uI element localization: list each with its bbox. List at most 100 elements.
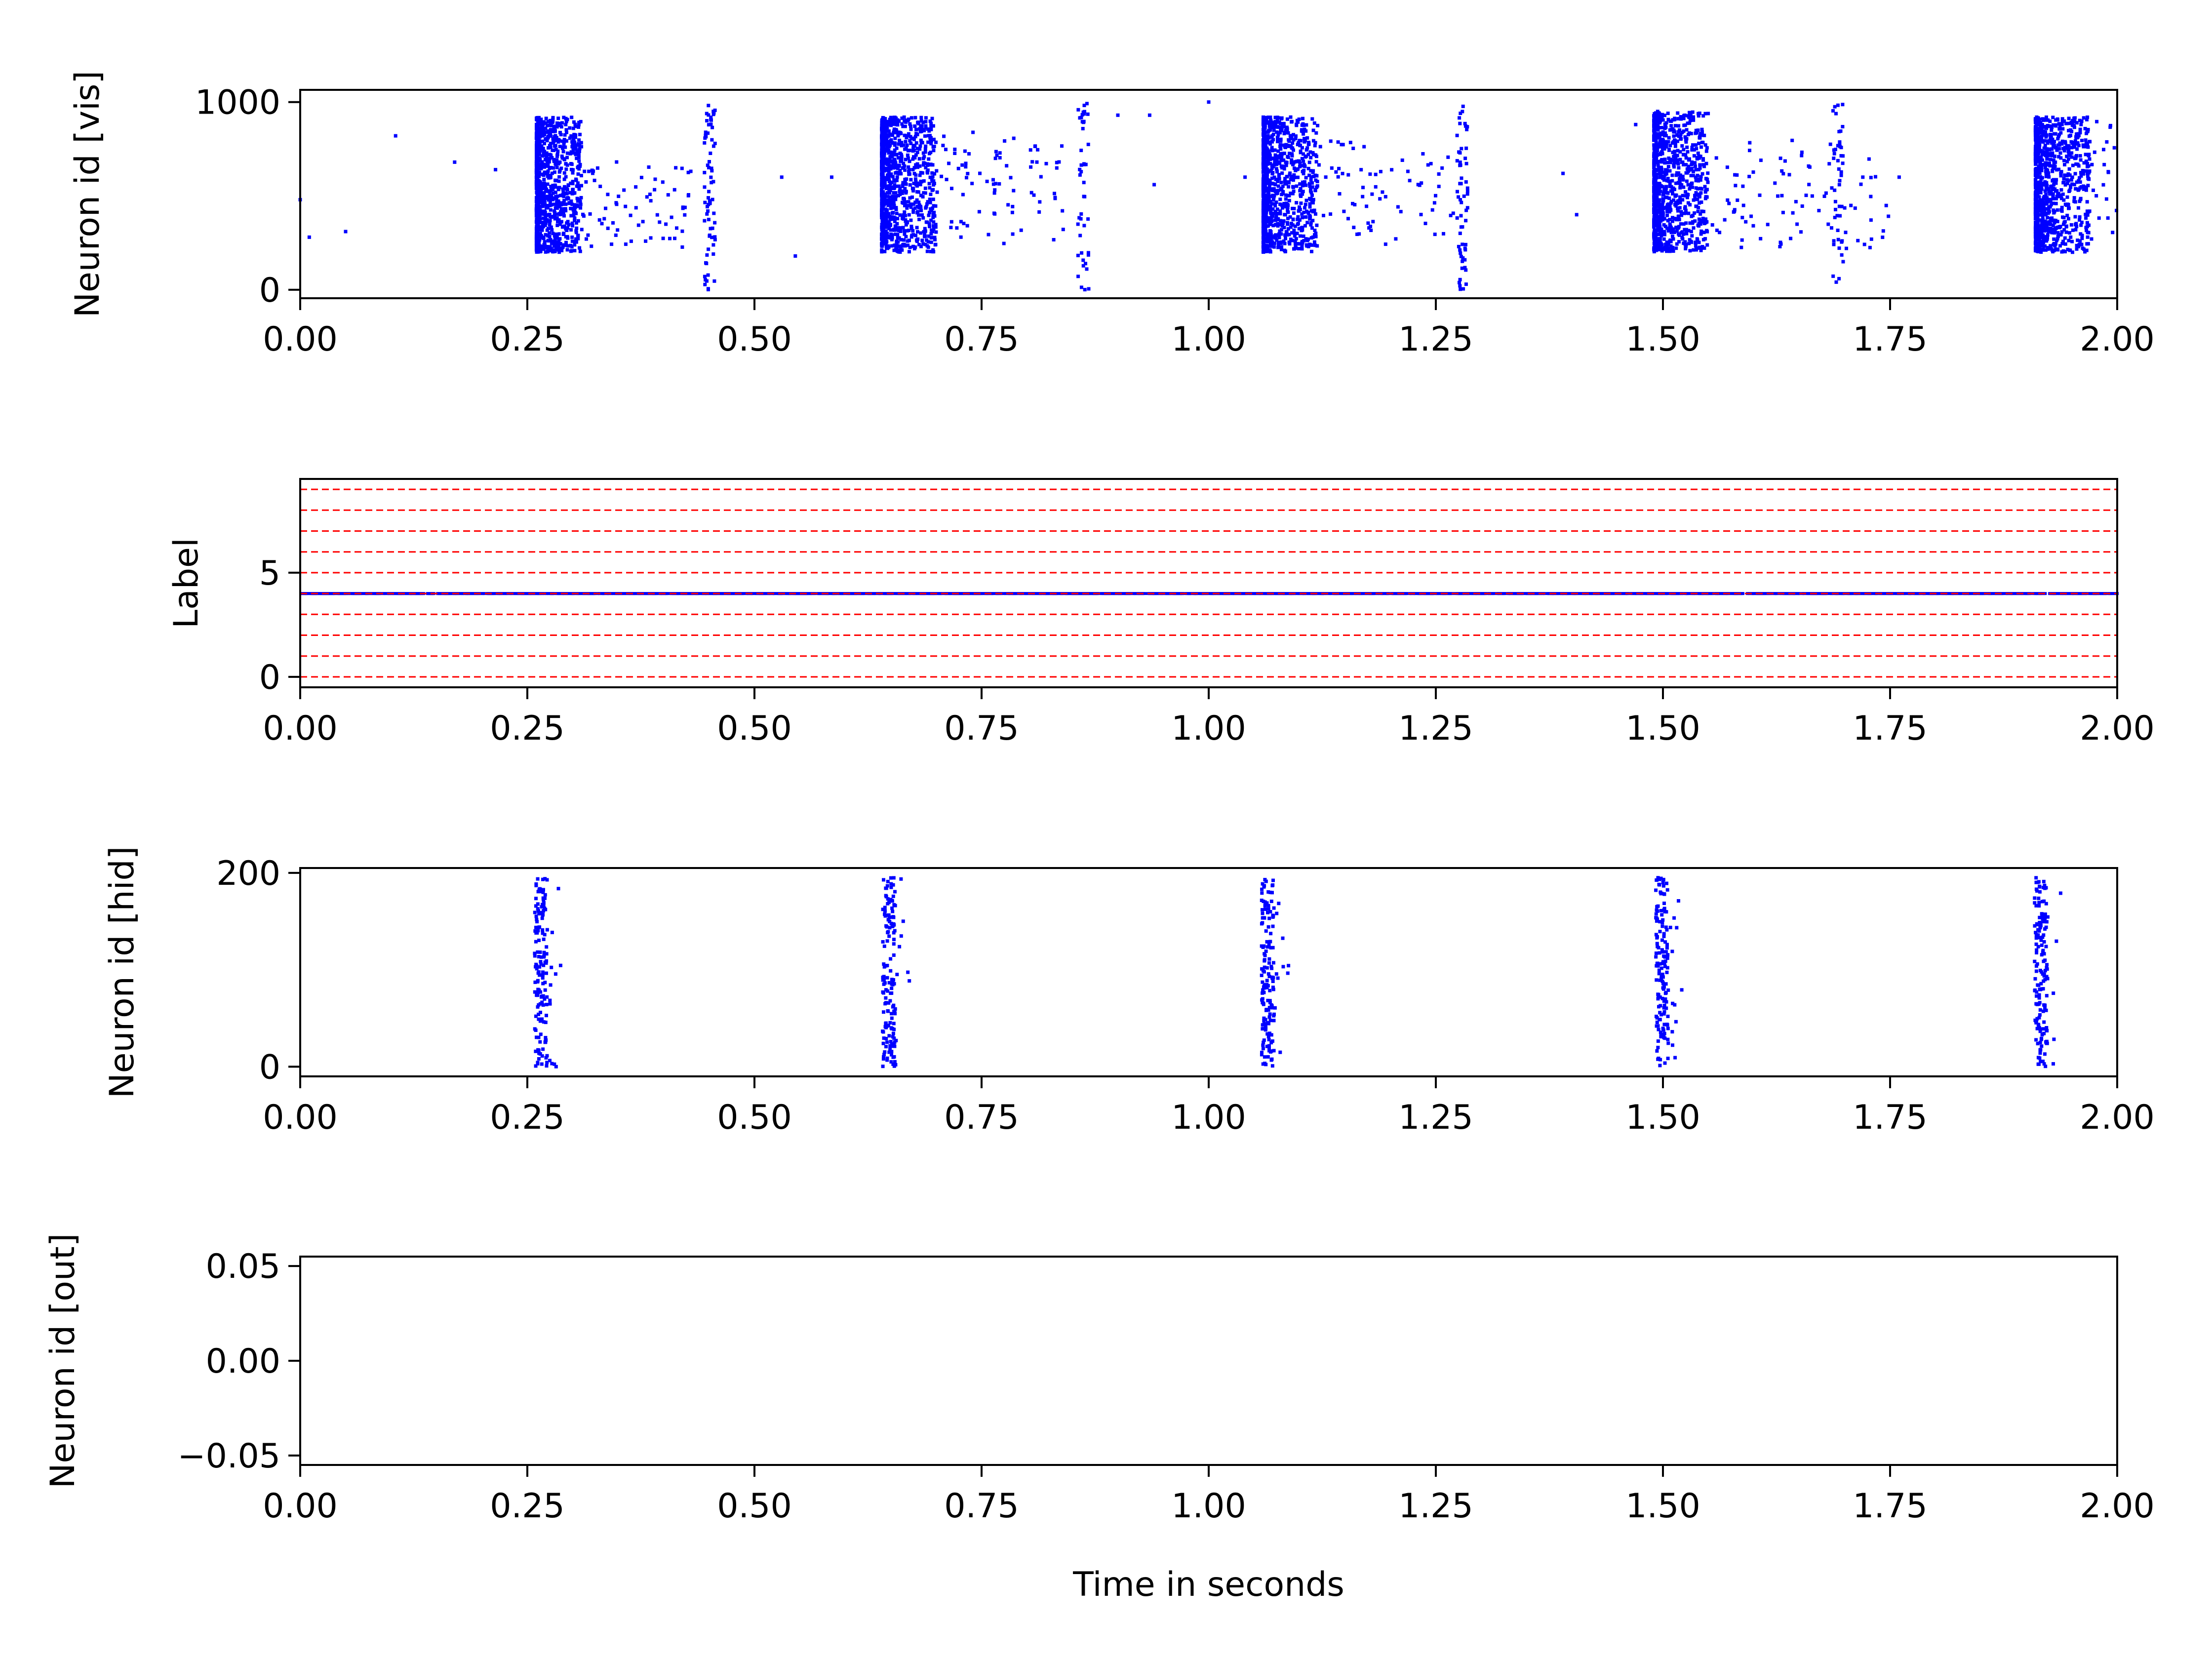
spike-point [2034,221,2037,225]
spike-point [2052,183,2056,187]
spike-point [535,134,539,138]
spike-point [1310,117,1314,121]
spike-point [566,197,570,200]
spike-point [1264,130,1268,134]
spike-point [914,128,918,132]
spike-point [892,191,896,195]
spike-point [2066,150,2070,154]
spike-point [1370,192,1374,196]
spike-point [1654,219,1658,223]
spike-point [2085,242,2089,246]
spike-point [1262,175,1265,179]
spike-point [929,218,933,222]
spike-point [923,147,927,151]
spike-point [1673,144,1677,148]
spike-point [2042,238,2045,242]
spike-point [1696,151,1700,155]
spike-point [1675,242,1679,246]
spike-point [895,166,898,170]
spike-point [1655,196,1659,199]
spike-point [1324,175,1328,179]
spike-point [919,138,923,142]
spike-point [535,125,538,129]
spike-point [567,201,571,205]
spike-point [564,192,568,196]
spike-point [2052,158,2055,162]
spike-point [1291,223,1295,227]
spike-point [1275,238,1279,242]
spike-point [2058,151,2062,155]
spike-point [2038,171,2042,175]
spike-point [1874,175,1877,179]
spike-point [1312,240,1316,244]
spike-point [683,205,687,209]
spike-point [2064,121,2068,125]
spike-point [546,213,550,217]
spike-point [881,152,885,156]
spike-point [1318,145,1322,149]
spike-point [2036,130,2040,134]
spike-point [1689,239,1693,243]
spike-point [1655,212,1659,216]
spike-point [923,150,927,154]
spike-point [577,148,581,152]
spike-point [1292,133,1295,137]
spike-point [1690,160,1694,164]
spike-point [916,230,919,234]
spike-point [551,198,555,201]
spike-point [1701,157,1705,161]
spike-point [1262,133,1265,137]
spike-point [1313,243,1317,247]
spike-point [911,149,915,153]
spike-point [1680,183,1684,187]
spike-point [1688,121,1692,125]
spike-point [564,162,568,166]
spike-point [923,134,927,138]
spike-point [2041,248,2045,252]
spike-point [1290,136,1294,140]
spike-point [904,120,908,124]
spike-point [927,182,931,186]
spike-point [1003,139,1007,143]
spike-point [904,223,908,227]
spike-point [1703,237,1707,241]
spike-point [551,250,555,254]
spike-point [578,199,582,203]
spike-point [575,226,579,230]
spike-point [535,198,539,201]
spike-point [2038,205,2042,209]
spike-point [1656,163,1660,167]
spike-point [1309,175,1313,179]
spike-point [2056,248,2060,252]
spike-point [2057,122,2061,126]
spike-point [535,218,539,222]
spike-point [1669,231,1673,235]
spike-point [1305,146,1309,150]
spike-point [1298,189,1302,193]
spike-point [917,127,921,131]
spike-point [1305,209,1309,213]
spike-point [1658,140,1662,144]
spike-point [1696,173,1699,177]
spike-point [2045,202,2049,206]
spike-point [1675,133,1679,137]
spike-point [2085,118,2089,121]
spike-point [2051,250,2055,254]
spike-point [1297,227,1301,231]
spike-point [893,119,897,123]
spike-point [2046,199,2050,203]
spike-point [1302,132,1305,136]
spike-point [884,239,888,243]
spike-point [2085,131,2088,135]
spike-point [1652,129,1656,133]
spike-point [2051,224,2055,228]
spike-point [1451,211,1455,215]
spike-point [1659,189,1662,193]
spike-point [1664,170,1668,174]
spike-point [2046,171,2050,174]
spike-point [535,145,539,149]
spike-point [2049,190,2053,194]
spike-point [1286,227,1290,231]
spike-point [1269,168,1273,172]
spike-point [895,129,899,133]
